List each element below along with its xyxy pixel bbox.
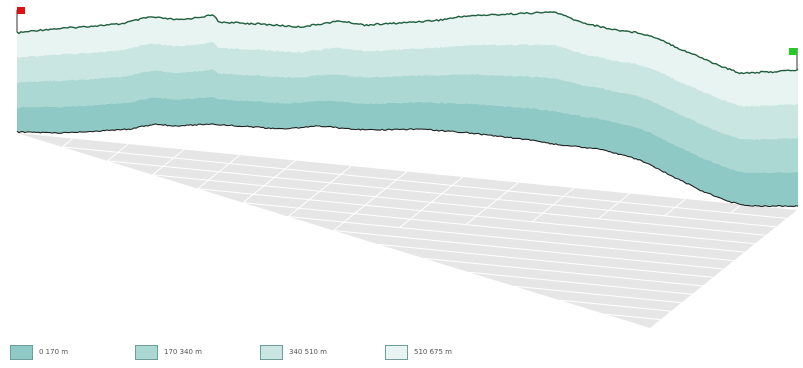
grid-line <box>200 160 296 237</box>
legend-label: 0 170 m <box>39 348 69 356</box>
grid-line <box>266 165 352 234</box>
grid-line <box>514 285 682 304</box>
ground-plane <box>0 133 797 328</box>
start-flag-icon <box>17 7 25 14</box>
legend-swatch <box>385 345 408 360</box>
grid-line <box>559 299 672 312</box>
grid-line <box>288 216 735 262</box>
grid-line <box>378 243 714 278</box>
grid-line <box>243 202 745 253</box>
profile-chart <box>0 7 799 328</box>
grid-line <box>0 138 74 198</box>
legend-swatch <box>10 345 33 360</box>
ground-plane-surface <box>17 133 797 328</box>
grid-line <box>333 171 408 231</box>
grid-line <box>531 187 575 223</box>
band-2 <box>17 41 798 140</box>
grid-line <box>423 257 703 287</box>
end-flag-icon <box>789 48 797 55</box>
legend-swatch <box>135 345 158 360</box>
band-3 <box>17 11 798 107</box>
legend-label: 340 510 m <box>289 348 327 356</box>
legend-label: 170 340 m <box>164 348 202 356</box>
grid-line <box>134 154 241 240</box>
grid-line <box>664 198 686 217</box>
grid-line <box>399 176 464 228</box>
grid-line <box>68 149 185 243</box>
band-1 <box>17 69 798 173</box>
ground-base-line <box>16 123 799 208</box>
grid-line <box>333 230 724 270</box>
profile-lines <box>16 11 799 208</box>
grid-line <box>730 204 742 214</box>
profile-top-line <box>16 11 799 75</box>
grid-line <box>2 143 129 246</box>
ground-grid <box>0 138 787 321</box>
band-layers <box>17 11 798 207</box>
band-0 <box>17 96 798 207</box>
grid-line <box>465 182 519 226</box>
grid-line <box>62 146 787 219</box>
grid-line <box>604 313 661 321</box>
grid-line <box>469 271 693 295</box>
legend-swatch <box>260 345 283 360</box>
legend-label: 510 675 m <box>414 348 452 356</box>
grid-line <box>152 174 766 236</box>
grid-line <box>598 193 631 220</box>
endpoint-markers <box>16 7 798 70</box>
